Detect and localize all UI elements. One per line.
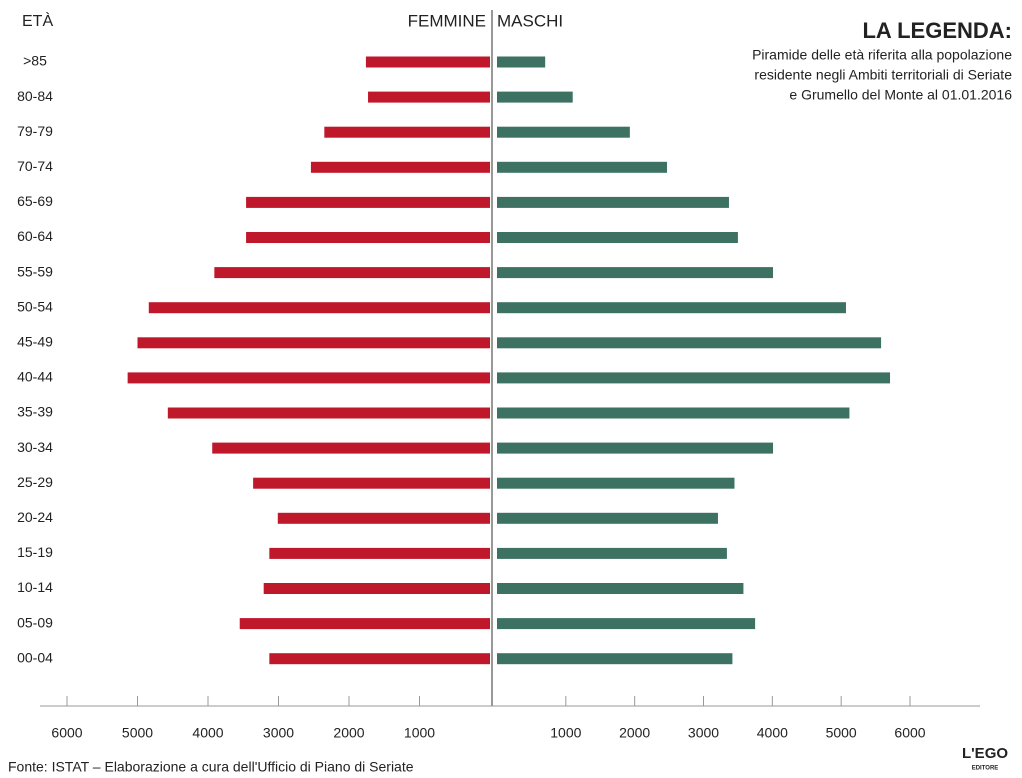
bar <box>324 126 490 138</box>
publisher-sub: EDITORE <box>972 766 999 772</box>
bar <box>269 547 490 559</box>
bar <box>214 267 490 279</box>
bar <box>497 232 738 243</box>
x-tick-label: 1000 <box>404 725 435 741</box>
bar <box>212 442 491 454</box>
y-tick-label: >85 <box>23 53 47 69</box>
bar <box>167 407 490 419</box>
y-tick-label: 55-59 <box>17 263 53 279</box>
bar <box>497 512 718 524</box>
bar <box>497 196 729 208</box>
bar <box>310 161 490 173</box>
series-header: MASCHI <box>497 11 563 30</box>
bar <box>263 583 490 594</box>
series-header: FEMMINE <box>408 11 486 30</box>
bar <box>497 477 735 489</box>
bar <box>239 618 490 630</box>
y-tick-label: 40-44 <box>17 369 53 385</box>
x-tick-label: 6000 <box>51 725 82 741</box>
y-tick-label: 79-79 <box>17 123 53 139</box>
bar <box>497 547 727 559</box>
legend-title: LA LEGENDA: <box>862 18 1012 43</box>
x-tick-label: 4000 <box>757 725 788 741</box>
bar <box>497 653 733 665</box>
y-tick-label: 20-24 <box>17 509 53 525</box>
bar <box>497 618 756 630</box>
bar <box>497 56 546 68</box>
bar <box>253 477 490 489</box>
x-tick-label: 2000 <box>619 725 650 741</box>
x-tick-label: 4000 <box>192 725 223 741</box>
bar <box>497 442 774 454</box>
bar <box>246 196 490 208</box>
y-tick-label: 65-69 <box>17 193 53 209</box>
bar <box>368 91 490 103</box>
bar <box>148 302 490 314</box>
bar <box>497 407 850 419</box>
y-tick-label: 15-19 <box>17 544 53 560</box>
bar <box>137 337 490 349</box>
bar <box>277 512 490 524</box>
bar <box>497 583 744 594</box>
publisher-logo: L'EGO <box>962 745 1008 762</box>
bar <box>497 267 774 279</box>
y-tick-label: 45-49 <box>17 334 53 350</box>
y-tick-label: 00-04 <box>17 649 53 665</box>
subtitle-line: residente negli Ambiti territoriali di S… <box>754 67 1012 83</box>
bar <box>497 91 573 103</box>
x-tick-label: 2000 <box>333 725 364 741</box>
x-tick-label: 5000 <box>122 725 153 741</box>
bar <box>497 337 882 349</box>
x-tick-label: 5000 <box>826 725 857 741</box>
y-tick-label: 70-74 <box>17 158 53 174</box>
x-tick-label: 1000 <box>550 725 581 741</box>
y-axis-label: ETÀ <box>22 11 53 30</box>
bar <box>497 372 891 384</box>
y-tick-label: 80-84 <box>17 88 53 104</box>
bar <box>497 126 630 138</box>
bar <box>497 161 668 173</box>
bar <box>497 302 846 314</box>
subtitle-line: e Grumello del Monte al 01.01.2016 <box>789 87 1012 103</box>
y-tick-label: 05-09 <box>17 614 53 630</box>
subtitle-line: Piramide delle età riferita alla popolaz… <box>752 47 1012 63</box>
y-tick-label: 30-34 <box>17 439 53 455</box>
x-tick-label: 6000 <box>894 725 925 741</box>
y-tick-label: 35-39 <box>17 404 53 420</box>
x-tick-label: 3000 <box>688 725 719 741</box>
y-tick-label: 60-64 <box>17 228 53 244</box>
y-tick-label: 25-29 <box>17 474 53 490</box>
bar <box>365 56 490 68</box>
x-tick-label: 3000 <box>263 725 294 741</box>
bar <box>246 232 490 243</box>
source: Fonte: ISTAT – Elaborazione a cura dell'… <box>8 759 414 775</box>
bar <box>127 372 490 384</box>
bar <box>269 653 490 665</box>
y-tick-label: 10-14 <box>17 579 53 595</box>
y-tick-label: 50-54 <box>17 298 53 314</box>
